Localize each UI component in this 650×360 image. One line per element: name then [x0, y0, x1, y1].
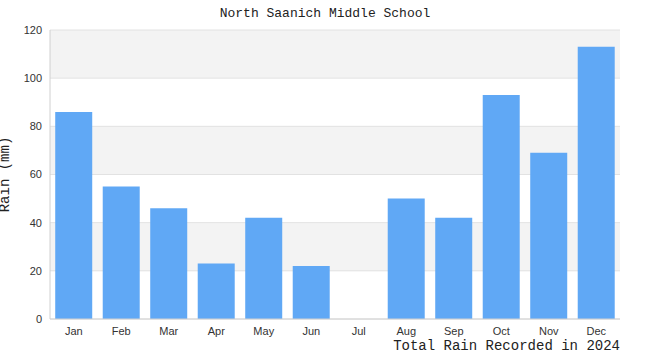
- svg-text:Dec: Dec: [586, 325, 606, 337]
- svg-text:Mar: Mar: [159, 325, 178, 337]
- svg-text:60: 60: [30, 168, 42, 180]
- svg-text:80: 80: [30, 120, 42, 132]
- svg-text:Jan: Jan: [65, 325, 83, 337]
- svg-text:May: May: [253, 325, 274, 337]
- svg-text:Rain (mm): Rain (mm): [8, 137, 13, 213]
- svg-text:Aug: Aug: [396, 325, 416, 337]
- svg-text:20: 20: [30, 265, 42, 277]
- svg-text:100: 100: [24, 72, 42, 84]
- svg-text:Jun: Jun: [302, 325, 320, 337]
- svg-text:Jul: Jul: [352, 325, 366, 337]
- svg-text:120: 120: [24, 24, 42, 36]
- svg-text:Apr: Apr: [208, 325, 225, 337]
- svg-text:40: 40: [30, 217, 42, 229]
- svg-text:Sep: Sep: [444, 325, 464, 337]
- svg-text:Feb: Feb: [112, 325, 131, 337]
- svg-text:Nov: Nov: [539, 325, 559, 337]
- svg-text:Oct: Oct: [493, 325, 510, 337]
- svg-text:0: 0: [36, 313, 42, 325]
- html-text:Total Rain Recorded in 2024: Total Rain Recorded in 2024: [393, 338, 620, 354]
- html-text:North Saanich Middle School: North Saanich Middle School: [219, 6, 431, 21]
